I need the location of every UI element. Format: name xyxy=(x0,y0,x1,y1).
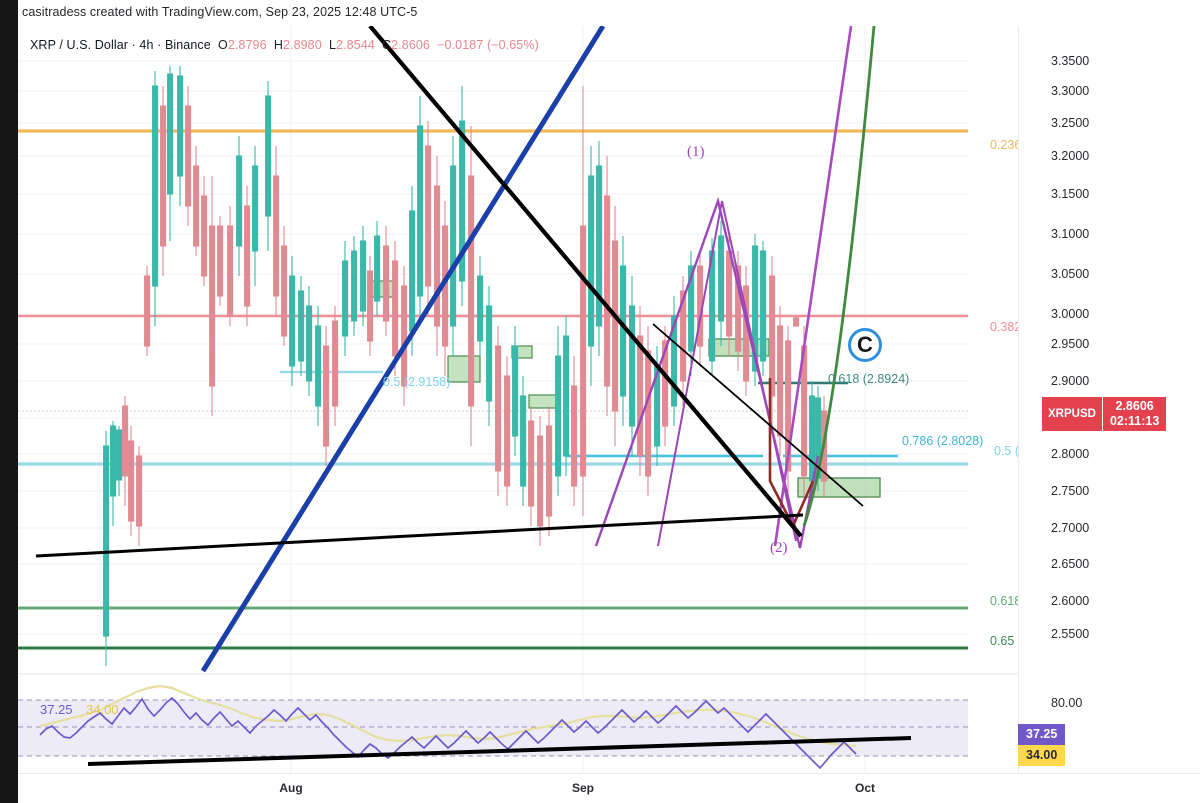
chart-legend: XRP / U.S. Dollar · 4h · Binance O2.8796… xyxy=(30,38,539,52)
fib-label-0618-teal: 0.618 (2.8924) xyxy=(828,372,910,386)
legend-high-label: H xyxy=(273,38,283,52)
price-tag-symbol: XRPUSD xyxy=(1042,397,1103,431)
price-tick-11: 2.7500 xyxy=(1051,484,1090,498)
rsi-value-left: 37.25 xyxy=(40,702,73,717)
legend-low-value: 2.8544 xyxy=(336,38,375,52)
fib-label-0786: 0.786 (2.8028) xyxy=(902,434,984,448)
rsi-value-tag: 37.25 xyxy=(1018,724,1066,745)
legend-close-label: C xyxy=(382,38,392,52)
current-price-tag[interactable]: XRPUSD 2.8606 02:11:13 xyxy=(1042,397,1167,431)
rsi-signal-value-left: 34.00 xyxy=(86,702,119,717)
price-tick-12: 2.7000 xyxy=(1051,521,1090,535)
price-tick-8: 2.9500 xyxy=(1051,337,1090,351)
left-dark-strip xyxy=(0,0,18,803)
time-tick-sep: Sep xyxy=(571,781,595,795)
time-axis[interactable]: Aug Sep Oct xyxy=(18,773,1200,803)
wave-label-2: (2) xyxy=(770,540,788,556)
time-tick-aug: Aug xyxy=(279,781,303,795)
purple-projection-line xyxy=(773,26,853,547)
blue-trendline xyxy=(200,26,606,673)
legend-close-value: 2.8606 xyxy=(391,38,430,52)
price-tick-3: 3.2000 xyxy=(1051,149,1090,163)
wave-c-badge: C xyxy=(848,328,882,362)
price-tick-15: 2.5500 xyxy=(1051,627,1090,641)
plot-area[interactable]: XRP / U.S. Dollar · 4h · Binance O2.8796… xyxy=(18,26,1200,803)
price-tick-13: 2.6500 xyxy=(1051,557,1090,571)
price-tick-2: 3.2500 xyxy=(1051,116,1090,130)
black-descending-trendline-major xyxy=(368,26,803,538)
price-tag-countdown: 02:11:13 xyxy=(1109,414,1160,428)
price-tick-14: 2.6000 xyxy=(1051,594,1090,608)
chart-canvas xyxy=(18,26,968,773)
rsi-tick-80: 80.00 xyxy=(1051,696,1083,710)
legend-high-value: 2.8980 xyxy=(282,38,322,52)
black-descending-trendline-minor xyxy=(652,323,864,507)
price-tick-4: 3.1500 xyxy=(1051,187,1090,201)
watermark-bar: casitradess created with TradingView.com… xyxy=(18,0,1200,26)
dark-red-projection xyxy=(768,378,815,530)
price-tick-10: 2.8000 xyxy=(1051,447,1090,461)
legend-open-value: 2.8796 xyxy=(227,38,267,52)
price-tag-values: 2.8606 02:11:13 xyxy=(1102,397,1167,431)
legend-open-label: O xyxy=(217,38,228,52)
price-tick-6: 3.0500 xyxy=(1051,267,1090,281)
price-tag-price: 2.8606 xyxy=(1115,398,1154,413)
chart-window: casitradess created with TradingView.com… xyxy=(18,0,1200,803)
price-tick-0: 3.3500 xyxy=(1051,54,1090,68)
price-tick-5: 3.1000 xyxy=(1051,227,1090,241)
legend-symbol[interactable]: XRP / U.S. Dollar · 4h · Binance xyxy=(30,38,211,52)
legend-change: −0.0187 (−0.65%) xyxy=(437,38,539,52)
black-ascending-support xyxy=(35,513,804,558)
price-tick-7: 3.0000 xyxy=(1051,307,1090,321)
fib-label-05-upper: 0.5 (2.9158) xyxy=(383,375,451,389)
legend-low-label: L xyxy=(328,38,337,52)
price-tick-9: 2.9000 xyxy=(1051,374,1090,388)
wave-label-1: (1) xyxy=(687,144,705,160)
rsi-signal-tag: 34.00 xyxy=(1018,745,1066,766)
price-tick-1: 3.3000 xyxy=(1051,84,1090,98)
watermark-text: casitradess created with TradingView.com… xyxy=(22,5,418,19)
time-tick-oct: Oct xyxy=(854,781,876,795)
green-projection-curve xyxy=(802,26,876,527)
